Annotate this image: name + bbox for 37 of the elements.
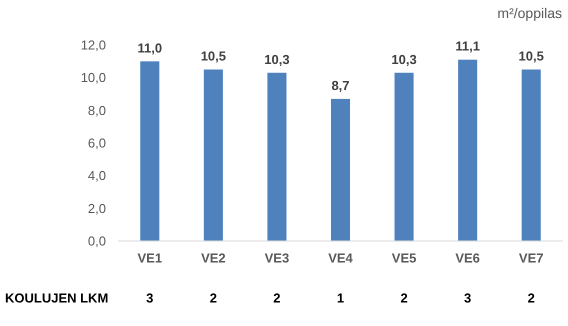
- data-label: 10,3: [391, 52, 417, 67]
- y-tick-label: 8,0: [88, 102, 106, 118]
- x-tick-label: VE5: [392, 250, 416, 266]
- text: 2: [210, 290, 217, 306]
- bar: [330, 98, 350, 241]
- y-tick-label: 2,0: [88, 200, 106, 216]
- data-label: 11,1: [455, 38, 480, 54]
- text: KOULUJEN LKM: [5, 290, 108, 306]
- x-tick-label: VE2: [201, 250, 226, 266]
- data-label: 10,5: [200, 48, 226, 64]
- y-tick-label: 6,0: [88, 136, 106, 151]
- y-tick-label: 0,0: [88, 234, 106, 249]
- data-label: 11,0: [137, 40, 162, 56]
- bar: [204, 70, 223, 241]
- text: 2: [400, 290, 408, 306]
- text: 3: [146, 290, 154, 306]
- text: 1: [336, 290, 344, 306]
- bar: [522, 70, 541, 241]
- x-tick-label: VE6: [455, 250, 480, 266]
- bar: [267, 72, 286, 241]
- x-tick-label: VE1: [137, 250, 162, 266]
- y-axis-title: m²/oppilas: [497, 5, 562, 21]
- text: 3: [464, 290, 472, 306]
- data-label: 10,5: [518, 48, 544, 64]
- text: 2: [528, 290, 535, 306]
- data-label: 8,7: [331, 78, 350, 93]
- x-tick-label: VE3: [264, 250, 290, 266]
- bar: [458, 60, 478, 241]
- bar: [140, 61, 160, 241]
- data-label: 10,3: [264, 52, 290, 67]
- bar: [394, 72, 414, 241]
- y-tick-label: 4,0: [88, 168, 106, 184]
- y-tick-label: 10,0: [80, 70, 106, 86]
- text: 2: [273, 290, 281, 306]
- x-tick-label: VE4: [328, 250, 354, 266]
- x-tick-label: VE7: [518, 250, 544, 266]
- y-tick-label: 12,0: [80, 38, 106, 53]
